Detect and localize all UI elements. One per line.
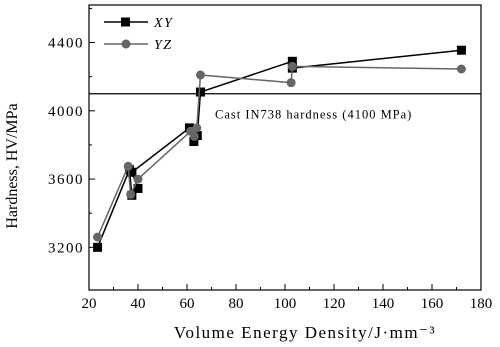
legend: XY YZ xyxy=(104,16,174,53)
data-point-yz xyxy=(93,232,103,242)
data-point-yz xyxy=(133,174,143,184)
x-tick-label: 120 xyxy=(323,296,346,312)
x-axis-label: Volume Energy Density/J·mm⁻³ xyxy=(174,323,436,342)
y-axis-label: Hardness, HV/MPa xyxy=(4,103,21,228)
y-tick-label: 4400 xyxy=(48,36,84,52)
data-point-yz xyxy=(195,70,205,80)
series-line-xy xyxy=(96,49,462,248)
data-point-xy xyxy=(127,167,137,177)
data-point-xy xyxy=(93,242,103,252)
x-tick-label: 60 xyxy=(180,296,195,312)
x-tick-label: 40 xyxy=(131,296,146,312)
data-point-yz xyxy=(192,123,202,133)
y-tick-label: 4000 xyxy=(48,104,84,120)
data-point-xy xyxy=(195,87,205,97)
data-point-yz xyxy=(123,161,133,171)
plot-frame xyxy=(88,4,482,291)
axes-layer: 20 40 60 80 100 120 140 160 180 3200 3600 4000 4400 xyxy=(48,4,493,312)
legend-marker-yz xyxy=(121,39,131,49)
series-layer xyxy=(93,45,466,252)
y-tick-label: 3200 xyxy=(48,240,84,256)
x-tick-label: 140 xyxy=(372,296,395,312)
data-point-yz xyxy=(126,189,136,199)
x-tick-label: 160 xyxy=(421,296,444,312)
data-point-yz xyxy=(189,131,199,141)
data-point-yz xyxy=(286,78,296,88)
data-point-yz xyxy=(287,61,297,71)
x-tick-label: 20 xyxy=(82,296,97,312)
x-tick-label: 100 xyxy=(274,296,297,312)
x-tick-label: 80 xyxy=(229,296,244,312)
data-point-yz xyxy=(456,64,466,74)
legend-label-xy: XY xyxy=(153,16,174,31)
data-point-xy xyxy=(456,45,466,55)
x-tick-label: 180 xyxy=(470,296,493,312)
series-line-yz xyxy=(96,65,462,238)
y-tick-label: 3600 xyxy=(48,172,84,188)
reference-layer: Cast IN738 hardness (4100 MPa) xyxy=(89,93,481,122)
legend-label-yz: YZ xyxy=(154,38,173,53)
data-point-xy xyxy=(287,56,297,66)
data-point-xy xyxy=(133,183,143,193)
data-point-xy xyxy=(189,137,199,147)
legend-marker-xy xyxy=(121,17,130,27)
reference-line-label: Cast IN738 hardness (4100 MPa) xyxy=(215,108,412,122)
